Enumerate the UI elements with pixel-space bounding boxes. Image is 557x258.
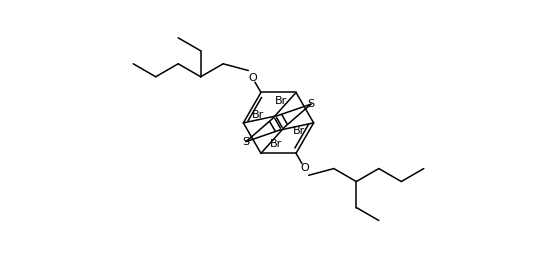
Text: Br: Br bbox=[292, 126, 305, 136]
Text: S: S bbox=[242, 137, 250, 147]
Text: Br: Br bbox=[270, 139, 282, 149]
Text: S: S bbox=[307, 99, 315, 109]
Text: Br: Br bbox=[275, 96, 287, 106]
Text: O: O bbox=[300, 163, 309, 173]
Text: Br: Br bbox=[252, 109, 265, 119]
Text: O: O bbox=[248, 73, 257, 83]
